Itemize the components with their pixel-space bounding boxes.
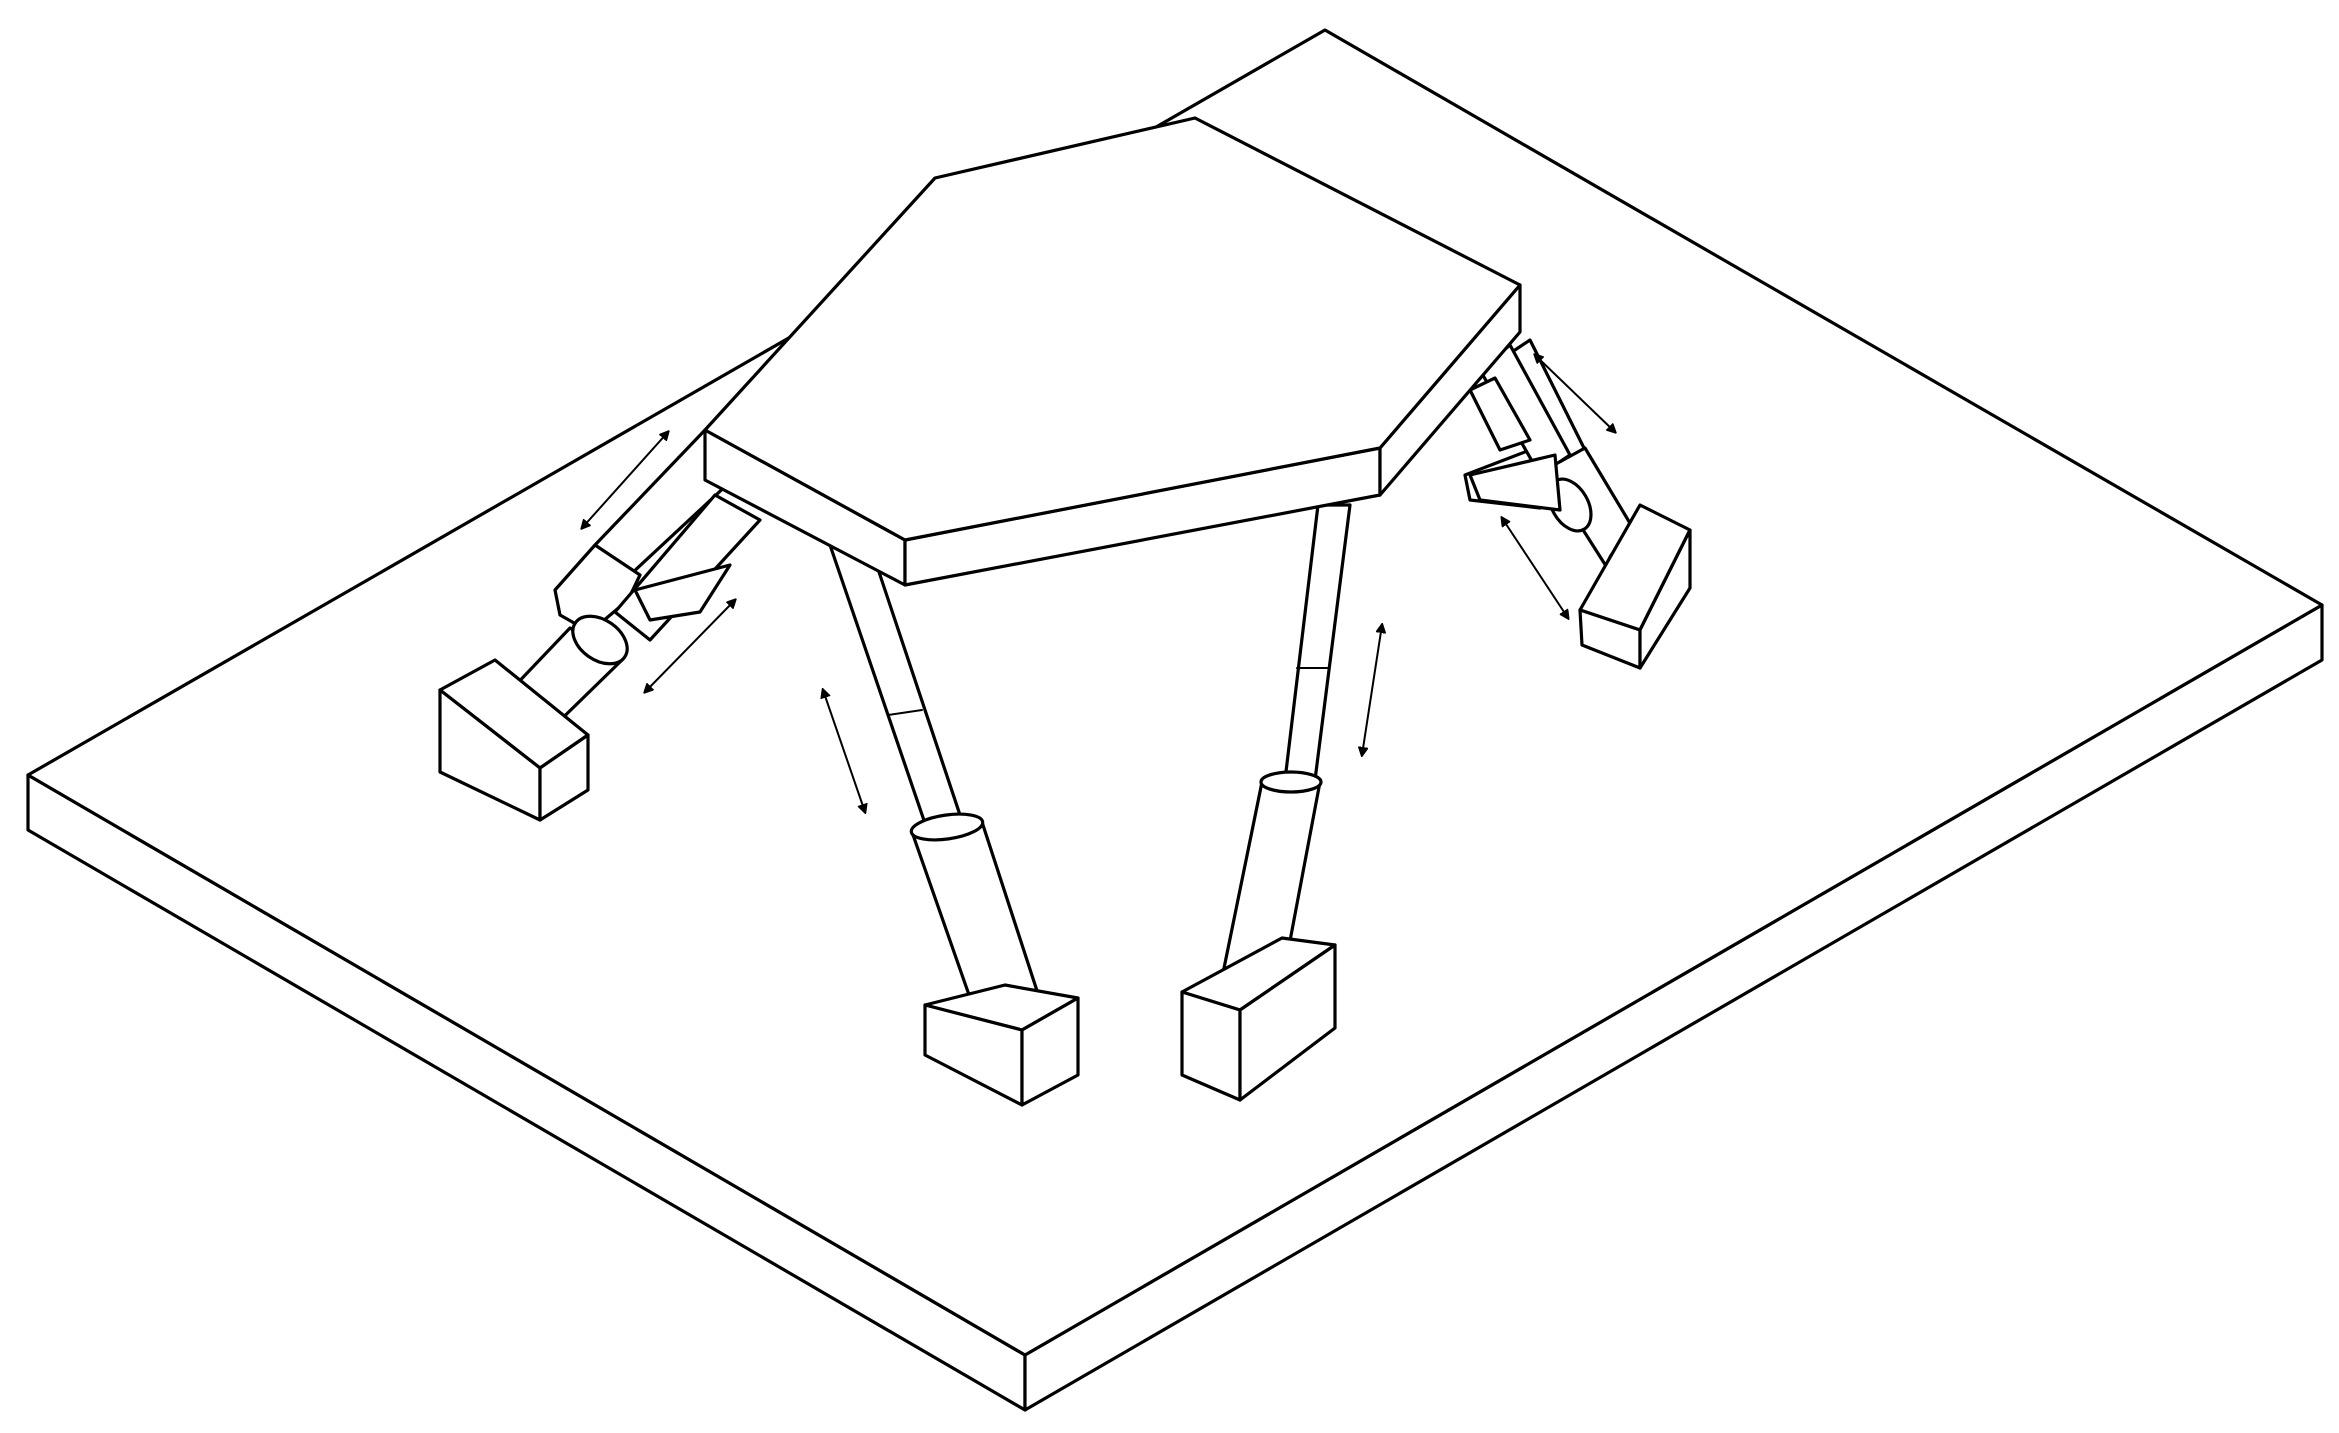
leg-front-left-foot-block-right — [1020, 996, 1080, 1107]
leg-front-left-cylinder-top — [909, 812, 985, 842]
leg-right-rear-outer-rod — [1468, 376, 1532, 452]
arrow-left-rear — [582, 432, 668, 528]
leg-left-front-collar — [571, 614, 629, 666]
leg-right-front — [1468, 343, 1692, 670]
leg-front-right-cylinder-top — [1259, 770, 1323, 794]
leg-left-front — [438, 493, 762, 822]
leg-right-front-slider — [1468, 453, 1562, 512]
arrow-left-front — [645, 600, 735, 692]
platform-top-face — [703, 116, 1522, 542]
leg-left-front-foot-block-right — [538, 733, 590, 822]
hexagonal-top-platform — [703, 116, 1522, 587]
leg-right-rear-outer — [1468, 376, 1532, 452]
leg-front-left — [828, 543, 1080, 1107]
arrow-right-front — [1502, 518, 1568, 618]
arrow-right-rear — [1535, 355, 1615, 432]
arrow-front-right — [1362, 625, 1382, 755]
leg-right-front-foot-block-right — [1638, 528, 1692, 670]
leg-front-left-joint-line — [887, 709, 923, 716]
leg-front-right — [1180, 503, 1352, 1102]
motion-arrows — [582, 355, 1615, 812]
leg-front-right-foot-block-right — [1238, 943, 1337, 1102]
arrow-front-left — [823, 690, 865, 812]
